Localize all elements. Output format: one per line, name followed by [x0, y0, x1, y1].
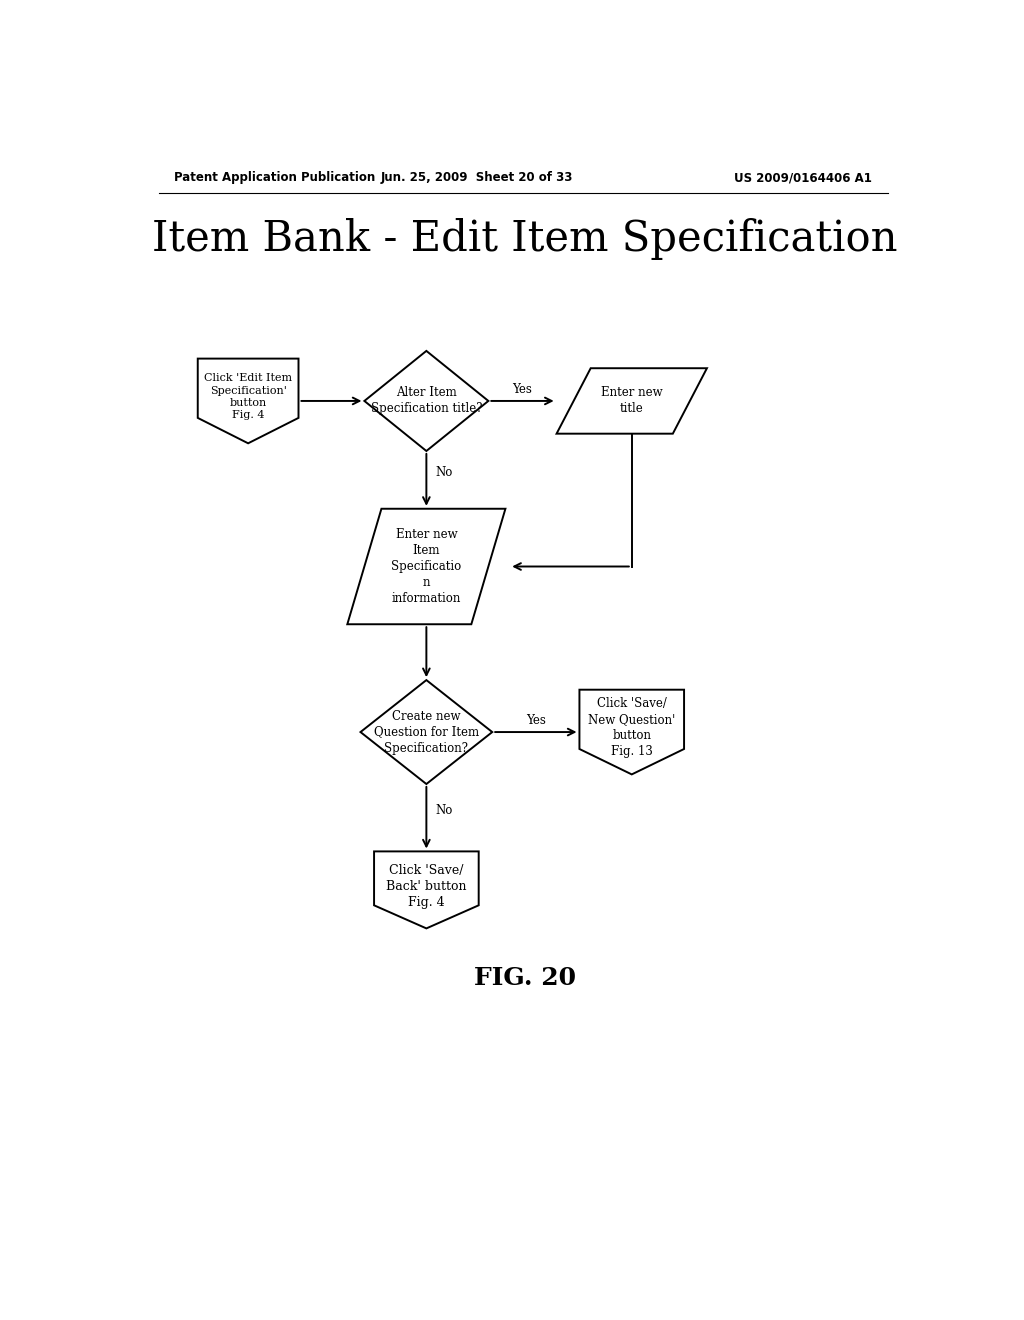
- Text: Yes: Yes: [513, 383, 532, 396]
- Text: No: No: [435, 804, 453, 817]
- Text: Create new
Question for Item
Specification?: Create new Question for Item Specificati…: [374, 710, 479, 755]
- Text: Jun. 25, 2009  Sheet 20 of 33: Jun. 25, 2009 Sheet 20 of 33: [381, 172, 573, 185]
- Text: Click 'Save/
Back' button
Fig. 4: Click 'Save/ Back' button Fig. 4: [386, 863, 467, 908]
- Text: Click 'Edit Item
Specification'
button
Fig. 4: Click 'Edit Item Specification' button F…: [204, 374, 292, 420]
- Text: FIG. 20: FIG. 20: [474, 966, 575, 990]
- Text: Item Bank - Edit Item Specification: Item Bank - Edit Item Specification: [152, 218, 898, 260]
- Text: Enter new
title: Enter new title: [601, 387, 663, 416]
- Text: Alter Item
Specification title?: Alter Item Specification title?: [371, 387, 482, 416]
- Text: US 2009/0164406 A1: US 2009/0164406 A1: [734, 172, 872, 185]
- Text: Patent Application Publication: Patent Application Publication: [174, 172, 376, 185]
- Text: No: No: [435, 466, 453, 479]
- Text: Yes: Yes: [526, 714, 546, 726]
- Text: Enter new
Item
Specificatio
n
information: Enter new Item Specificatio n informatio…: [391, 528, 462, 605]
- Text: Click 'Save/
New Question'
button
Fig. 13: Click 'Save/ New Question' button Fig. 1…: [588, 697, 676, 758]
